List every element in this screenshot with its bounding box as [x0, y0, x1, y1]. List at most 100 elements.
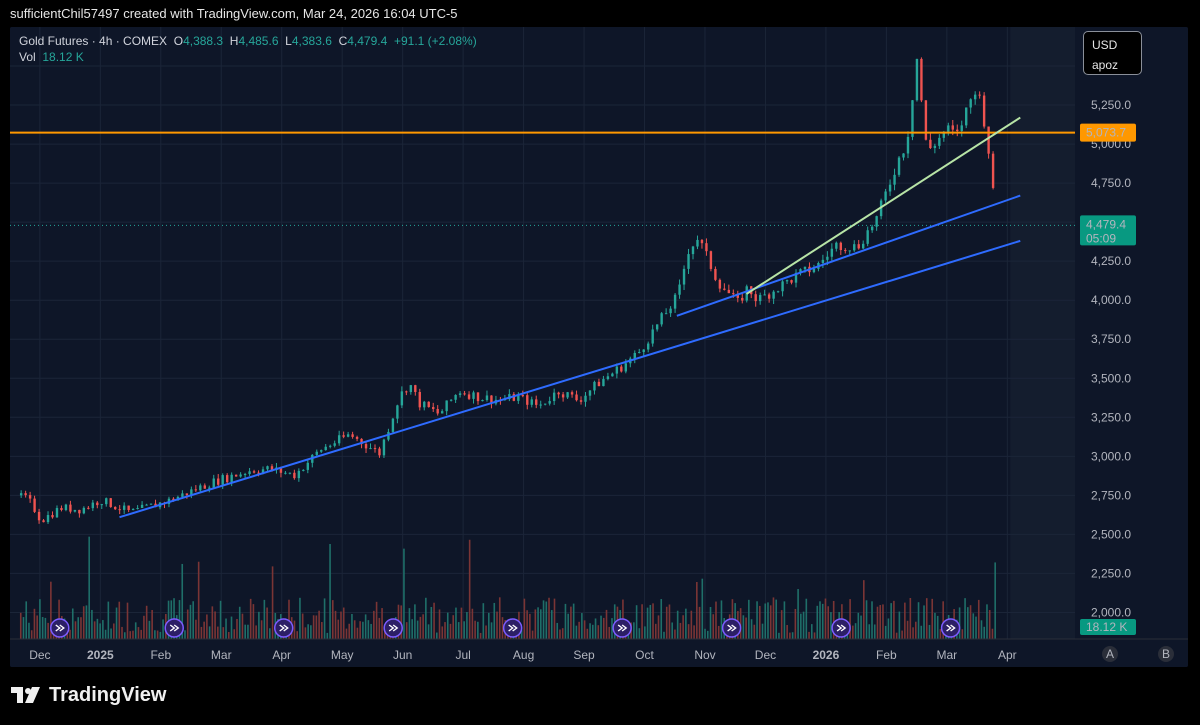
volume-bar	[123, 632, 126, 639]
candle-body	[324, 446, 327, 451]
candle-body	[862, 243, 865, 249]
volume-bar	[238, 606, 241, 639]
candle-body	[893, 174, 896, 185]
candle-body	[844, 250, 847, 252]
volume-bar	[189, 604, 192, 639]
volume-bar	[208, 626, 211, 639]
volume-bar	[255, 625, 257, 639]
volume-bar	[671, 622, 673, 639]
candle-body	[664, 313, 668, 315]
volume-bar	[110, 628, 112, 639]
candle-body	[651, 329, 654, 344]
volume-bar	[326, 632, 329, 639]
volume-bar	[178, 600, 181, 639]
volume-bar	[925, 598, 928, 639]
level-price-tag[interactable]	[1080, 123, 1136, 142]
x-tick-label: Mar	[937, 648, 958, 662]
candle-body	[217, 478, 220, 485]
volume-bar	[904, 602, 906, 639]
candle-body	[382, 439, 386, 456]
candle-body	[758, 294, 762, 302]
volume-bar	[690, 610, 693, 639]
volume-bar	[917, 602, 920, 639]
candle-body	[127, 505, 130, 511]
volume-bar	[572, 603, 575, 639]
volume-bar	[80, 617, 82, 639]
volume-bar	[644, 626, 646, 639]
candle-body	[790, 280, 793, 283]
candle-body	[691, 246, 695, 255]
volume-bar	[556, 622, 559, 639]
open-label: O	[173, 34, 184, 48]
candle-body	[261, 469, 265, 474]
volume-bar	[288, 599, 290, 639]
volume-bar	[821, 603, 824, 639]
price-chart[interactable]: 2,000.0 2,250.0 2,500.0 2,750.0 3,000.0 3,250…	[10, 27, 1188, 667]
plot-background	[10, 27, 1188, 667]
trendline-blue[interactable]	[676, 194, 1021, 317]
volume-bar	[296, 631, 299, 639]
vol-label[interactable]: Vol	[19, 50, 36, 64]
candle-body	[821, 259, 825, 263]
candle-body	[548, 401, 551, 404]
volume-tag	[1080, 619, 1136, 635]
volume-bar	[808, 631, 810, 639]
volume-bar	[340, 611, 342, 639]
symbol-title[interactable]: Gold Futures · 4h · COMEX	[19, 34, 168, 48]
volume-bar	[912, 627, 914, 639]
volume-bar	[362, 621, 364, 639]
candle-body	[252, 471, 256, 473]
candle-body	[584, 395, 587, 402]
axis-mode-button[interactable]	[1158, 646, 1174, 662]
chart-panel[interactable]: 2,000.0 2,250.0 2,500.0 2,750.0 3,000.0 3,250…	[10, 27, 1188, 667]
last-price-tag[interactable]	[1080, 215, 1136, 246]
trendline-green[interactable]	[746, 116, 1021, 295]
volume-bar	[761, 623, 764, 639]
volume-bar	[181, 563, 184, 639]
volume-bar	[99, 623, 101, 639]
volume-bar	[206, 614, 208, 639]
volume-bar	[602, 617, 605, 639]
currency-unit-box[interactable]: USD apoz	[1083, 31, 1142, 75]
volume-bar	[791, 632, 794, 639]
volume-bar	[438, 609, 441, 639]
volume-bar	[537, 607, 539, 639]
volume-bar	[854, 623, 857, 639]
volume-bar	[329, 543, 331, 639]
volume-bar	[706, 630, 709, 639]
candle-body	[965, 107, 968, 126]
candle-body	[351, 434, 354, 437]
axis-mode-button[interactable]	[1102, 646, 1118, 662]
volume-bar	[934, 612, 936, 639]
volume-bar	[501, 617, 504, 639]
y-tick-label: 3,250.0	[1091, 410, 1131, 424]
y-tick-label: 2,750.0	[1091, 488, 1131, 502]
candle-body	[588, 390, 592, 396]
volume-bar	[474, 620, 476, 639]
candle-body	[826, 256, 829, 260]
volume-bar	[186, 609, 189, 639]
trendline-blue[interactable]	[119, 239, 1021, 519]
volume-bar	[794, 608, 797, 639]
volume-bar	[986, 604, 988, 639]
volume-bar	[750, 619, 753, 639]
candle-body	[136, 508, 139, 510]
volume-bar	[367, 620, 370, 639]
candle-body	[122, 505, 126, 510]
volume-bar	[414, 604, 416, 639]
volume-bar	[457, 622, 460, 639]
low-label: L	[285, 34, 292, 48]
volume-bar	[649, 604, 652, 639]
volume-bar	[756, 601, 758, 639]
volume-bar	[890, 603, 892, 639]
y-tick-label: 4,750.0	[1091, 176, 1131, 190]
volume-bar	[348, 623, 351, 639]
volume-bar	[901, 630, 903, 639]
volume-bar	[129, 631, 132, 639]
volume-bar	[780, 610, 783, 639]
volume-bar	[720, 600, 723, 639]
candle-body	[579, 400, 583, 402]
candle-body	[866, 230, 869, 244]
volume-bar	[800, 613, 802, 639]
volume-bar	[304, 627, 307, 639]
